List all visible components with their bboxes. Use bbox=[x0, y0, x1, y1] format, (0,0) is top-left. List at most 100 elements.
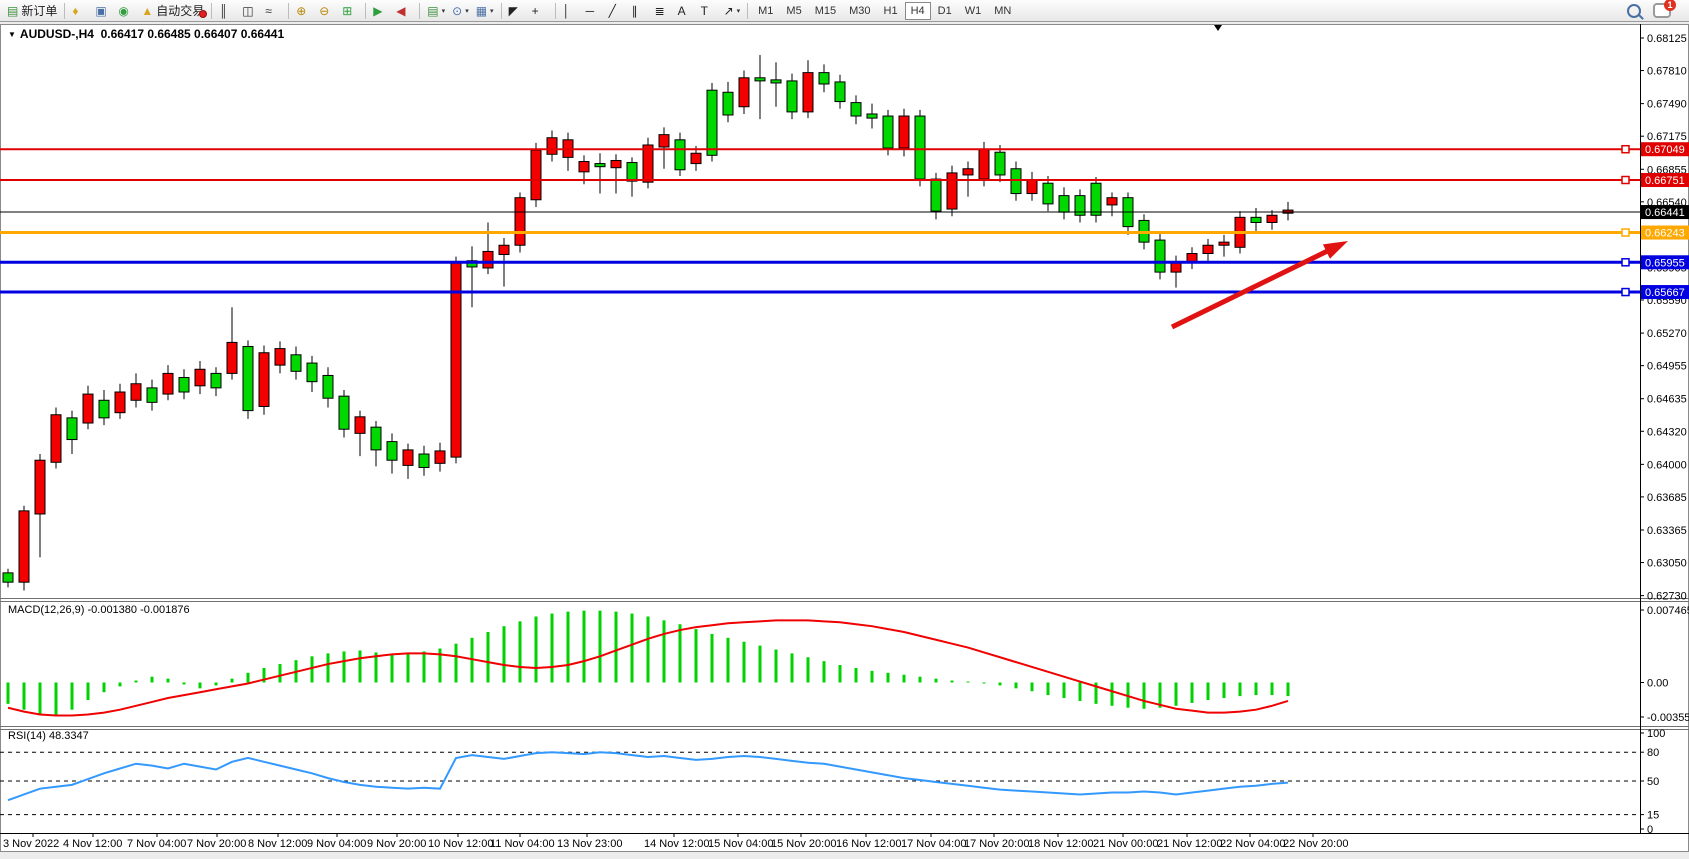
tile-windows-icon[interactable]: ⊞ bbox=[339, 2, 361, 20]
timeframe-button-m30[interactable]: M30 bbox=[849, 4, 871, 17]
price-badge-0.66441: 0.66441 bbox=[1641, 205, 1689, 220]
timeframe-button-w1[interactable]: W1 bbox=[964, 4, 982, 17]
svg-text:18 Nov 12:00: 18 Nov 12:00 bbox=[1028, 838, 1093, 850]
svg-text:0.64000: 0.64000 bbox=[1647, 459, 1687, 471]
svg-text:80: 80 bbox=[1647, 747, 1659, 759]
macd-signal-line bbox=[7, 619, 1289, 717]
timeframe-button-m15[interactable]: M15 bbox=[814, 4, 837, 17]
rsi-name: RSI(14) bbox=[8, 730, 46, 742]
hline-0.66243[interactable] bbox=[0, 228, 1640, 237]
price-badge-0.65667: 0.65667 bbox=[1641, 285, 1689, 300]
svg-text:8 Nov 12:00: 8 Nov 12:00 bbox=[248, 838, 307, 850]
timeframe-button-h4[interactable]: H4 bbox=[904, 1, 931, 20]
hline-0.66751[interactable] bbox=[0, 175, 1640, 185]
chart-shift-icon[interactable]: ◀ bbox=[393, 2, 415, 20]
toolbar-separator bbox=[64, 2, 66, 19]
auto-scroll-icon[interactable]: ▶ bbox=[370, 2, 392, 20]
templates-icon[interactable]: ▦ ▾ bbox=[473, 2, 497, 20]
trend-arrow-annotation[interactable] bbox=[1170, 241, 1348, 330]
line-chart-icon[interactable]: ≈ bbox=[262, 2, 284, 20]
horizontal-line-icon: ─ bbox=[585, 3, 595, 18]
text-label-icon[interactable]: T bbox=[698, 2, 720, 20]
text-icon[interactable]: A bbox=[675, 2, 697, 20]
hline-0.65955[interactable] bbox=[0, 258, 1640, 267]
alerts-icon[interactable]: ♦ bbox=[69, 2, 91, 20]
price-badge-0.66243: 0.66243 bbox=[1641, 225, 1689, 240]
hline-0.67049[interactable] bbox=[0, 144, 1640, 154]
pane-separator-2[interactable] bbox=[0, 726, 1689, 730]
chart-top-marker-icon bbox=[1214, 25, 1222, 31]
svg-text:0.67049: 0.67049 bbox=[1645, 144, 1685, 156]
svg-text:7 Nov 20:00: 7 Nov 20:00 bbox=[187, 838, 246, 850]
rsi-axis[interactable]: 100 80 50 15 0 bbox=[1640, 728, 1665, 836]
toolbar-separator bbox=[554, 2, 556, 19]
text-label-icon: T bbox=[700, 3, 708, 18]
svg-text:0.63050: 0.63050 bbox=[1647, 558, 1687, 570]
arrows-icon[interactable]: ↗ ▾ bbox=[721, 2, 744, 20]
zoom-in-icon: ⊕ bbox=[296, 3, 307, 18]
timeframe-button-m5[interactable]: M5 bbox=[786, 4, 802, 17]
crosshair-icon: + bbox=[531, 3, 539, 18]
price-badge-0.67049: 0.67049 bbox=[1641, 142, 1689, 157]
toolbar: ▤ 新订单 ♦ ▣ ◉ ▲ 自动交易 ║ ◫ ≈ ⊕ ⊖ ⊞ ▶ ◀ ▤ ▾ ⊙ ▾ ▦ ▾ ◤ + │ ─ ╱ ∥ ≣ A T ↗ ▾ M1 M… bbox=[0, 0, 1689, 22]
candlestick-chart-icon: ◫ bbox=[242, 3, 254, 18]
equidistant-channel-icon[interactable]: ∥ bbox=[629, 2, 651, 20]
svg-text:0.65667: 0.65667 bbox=[1645, 287, 1685, 299]
rsi-line bbox=[7, 751, 1289, 802]
search-icon[interactable] bbox=[1627, 3, 1641, 18]
svg-text:0.68125: 0.68125 bbox=[1647, 33, 1687, 45]
new-order-button[interactable]: ▤ 新订单 bbox=[4, 2, 60, 20]
svg-text:0.66751: 0.66751 bbox=[1645, 175, 1685, 187]
trendline-icon: ╱ bbox=[608, 3, 616, 18]
pane-separator-1[interactable] bbox=[0, 598, 1689, 602]
crosshair-icon[interactable]: + bbox=[529, 2, 551, 20]
horizontal-line-icon[interactable]: ─ bbox=[583, 2, 605, 20]
templates-icon: ▦ bbox=[475, 3, 488, 18]
macd-values: -0.001380 -0.001876 bbox=[87, 604, 190, 616]
symbol-dropdown-icon[interactable]: ▼ bbox=[8, 30, 16, 39]
zoom-out-icon: ⊖ bbox=[319, 3, 330, 18]
cursor-icon[interactable]: ◤ bbox=[506, 2, 528, 20]
macd-indicator-label: MACD(12,26,9) -0.001380 -0.001876 bbox=[8, 604, 190, 616]
price-axis[interactable]: 0.681250.678100.674900.671750.668550.665… bbox=[1640, 33, 1687, 603]
zoom-in-icon[interactable]: ⊕ bbox=[293, 2, 315, 20]
signals-icon: ◉ bbox=[118, 3, 129, 18]
text-icon: A bbox=[677, 3, 686, 18]
mailbox-icon[interactable]: ▣ bbox=[92, 2, 114, 20]
bar-chart-icon[interactable]: ║ bbox=[216, 2, 238, 20]
new-order-icon: ▤ bbox=[7, 3, 19, 18]
svg-text:9 Nov 20:00: 9 Nov 20:00 bbox=[367, 838, 426, 850]
periods-icon[interactable]: ⊙ ▾ bbox=[449, 2, 472, 20]
rsi-pane bbox=[0, 751, 1640, 816]
svg-text:15 Nov 20:00: 15 Nov 20:00 bbox=[771, 838, 836, 850]
alerts-icon: ♦ bbox=[72, 3, 79, 18]
svg-text:10 Nov 12:00: 10 Nov 12:00 bbox=[428, 838, 493, 850]
time-axis[interactable]: 3 Nov 2022 4 Nov 12:00 7 Nov 04:00 7 Nov 20… bbox=[3, 833, 1348, 850]
svg-text:13 Nov 23:00: 13 Nov 23:00 bbox=[557, 838, 622, 850]
vertical-line-icon[interactable]: │ bbox=[560, 2, 582, 20]
fibonacci-icon[interactable]: ≣ bbox=[652, 2, 674, 20]
timeframe-button-mn[interactable]: MN bbox=[994, 4, 1012, 17]
indicators-icon[interactable]: ▤ ▾ bbox=[424, 2, 448, 20]
svg-text:0.67810: 0.67810 bbox=[1647, 66, 1687, 78]
timeframe-button-h1[interactable]: H1 bbox=[883, 4, 898, 17]
trendline-icon[interactable]: ╱ bbox=[606, 2, 628, 20]
hline-0.65667[interactable] bbox=[0, 287, 1640, 297]
timeframe-button-m1[interactable]: M1 bbox=[758, 4, 774, 17]
svg-text:17 Nov 04:00: 17 Nov 04:00 bbox=[901, 838, 966, 850]
new-order-button-label: 新订单 bbox=[21, 4, 58, 18]
svg-text:0.00: 0.00 bbox=[1647, 678, 1668, 690]
notifications-icon[interactable]: 1 bbox=[1653, 0, 1676, 18]
toolbar-right-group: 1 bbox=[1627, 0, 1685, 18]
mailbox-icon: ▣ bbox=[95, 3, 107, 18]
rsi-value: 48.3347 bbox=[48, 730, 89, 742]
autotrading-button[interactable]: ▲ 自动交易 bbox=[138, 2, 208, 20]
timeframe-button-d1[interactable]: D1 bbox=[937, 4, 952, 17]
candlestick-chart-icon[interactable]: ◫ bbox=[239, 2, 261, 20]
zoom-out-icon[interactable]: ⊖ bbox=[316, 2, 338, 20]
macd-pane bbox=[6, 610, 1290, 717]
signals-icon[interactable]: ◉ bbox=[115, 2, 137, 20]
